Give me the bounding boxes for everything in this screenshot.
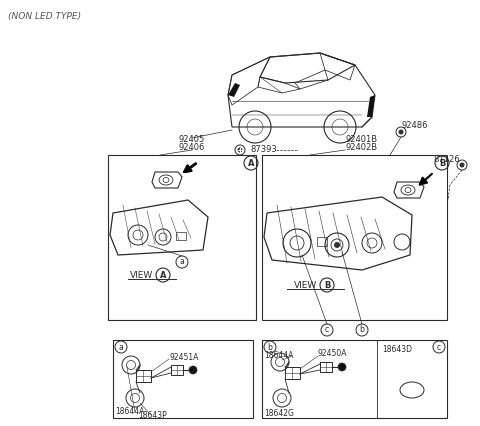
Text: VIEW: VIEW xyxy=(130,271,153,279)
Text: b: b xyxy=(267,343,273,351)
Polygon shape xyxy=(367,95,375,117)
Text: (NON LED TYPE): (NON LED TYPE) xyxy=(8,12,81,21)
Bar xyxy=(285,367,300,379)
Polygon shape xyxy=(228,83,240,97)
Text: A: A xyxy=(160,271,166,279)
Text: c: c xyxy=(325,325,329,334)
Circle shape xyxy=(338,363,346,371)
Text: 92486: 92486 xyxy=(402,121,429,130)
Bar xyxy=(108,155,256,320)
Text: a: a xyxy=(119,343,123,351)
Text: 92450A: 92450A xyxy=(318,349,348,359)
Circle shape xyxy=(459,162,465,167)
Text: 18644A: 18644A xyxy=(115,408,144,417)
Bar xyxy=(320,362,332,372)
Bar xyxy=(317,237,327,246)
Text: 92405: 92405 xyxy=(179,135,205,144)
Text: B: B xyxy=(439,158,445,167)
Text: 92406: 92406 xyxy=(179,144,205,153)
Text: b: b xyxy=(360,325,364,334)
Text: 92451A: 92451A xyxy=(169,352,198,362)
Text: 18643D: 18643D xyxy=(382,345,412,354)
Bar xyxy=(136,370,151,382)
Bar xyxy=(262,340,447,418)
Text: 18644A: 18644A xyxy=(264,351,293,360)
Text: a: a xyxy=(180,257,184,267)
Text: 87126: 87126 xyxy=(433,155,460,164)
Bar xyxy=(176,232,186,240)
Text: 92402B: 92402B xyxy=(345,144,377,153)
Text: c: c xyxy=(437,343,441,351)
Circle shape xyxy=(238,147,242,153)
Text: 18643P: 18643P xyxy=(138,411,167,420)
Text: 18642G: 18642G xyxy=(264,409,294,417)
Text: 92401B: 92401B xyxy=(345,135,377,144)
Text: VIEW: VIEW xyxy=(294,280,317,290)
Text: A: A xyxy=(248,158,254,167)
Circle shape xyxy=(398,130,404,135)
Text: B: B xyxy=(324,280,330,290)
Bar xyxy=(171,365,183,375)
Text: 87393: 87393 xyxy=(250,146,277,155)
Bar xyxy=(262,155,447,320)
FancyArrowPatch shape xyxy=(185,164,196,172)
Bar xyxy=(113,340,253,418)
Circle shape xyxy=(334,242,340,248)
Circle shape xyxy=(189,366,197,374)
